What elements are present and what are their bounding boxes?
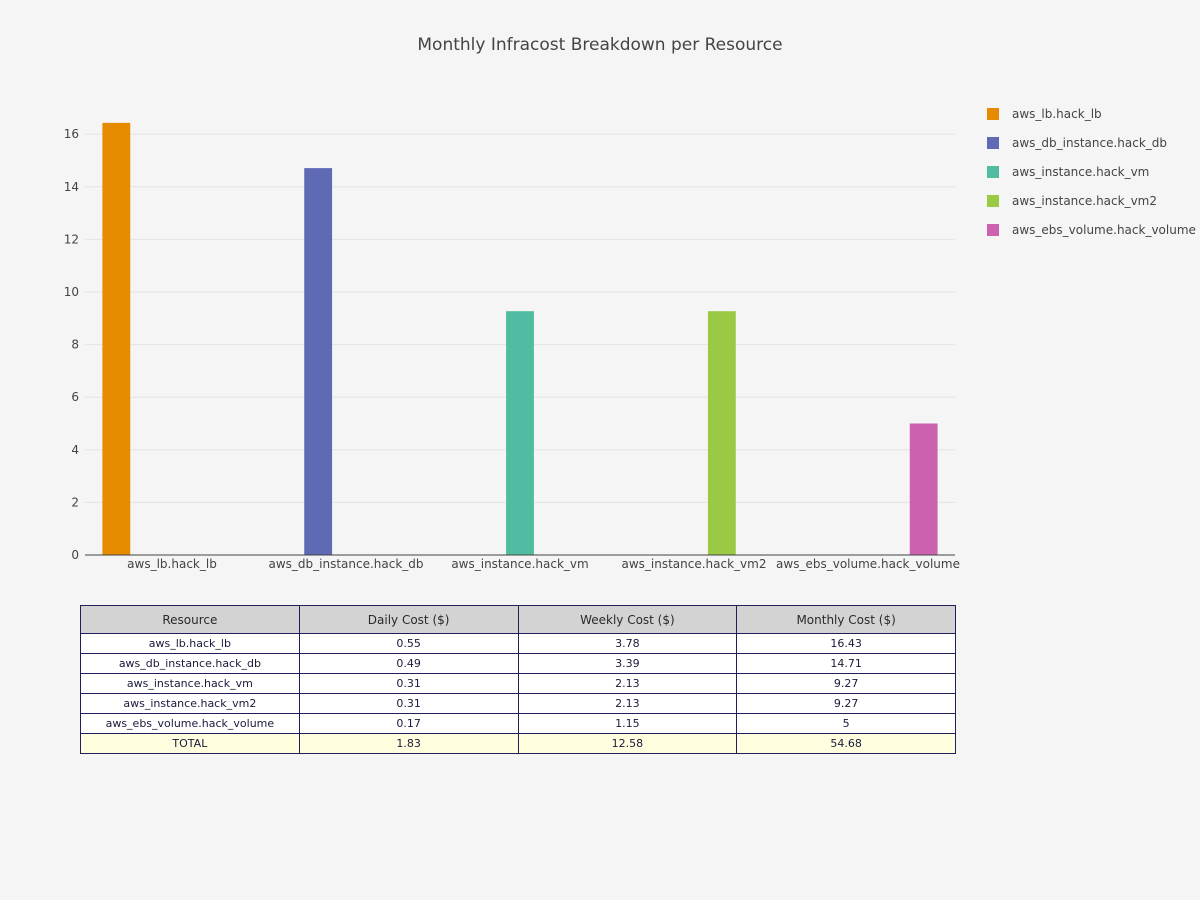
- cell-weekly-cost: 3.39: [517, 653, 738, 674]
- cell-daily-cost: 0.31: [298, 673, 519, 694]
- cell-monthly-cost: 9.27: [736, 673, 956, 694]
- cell-total-daily: 1.83: [298, 733, 519, 754]
- x-tick-label: aws_db_instance.hack_db: [268, 557, 423, 571]
- cell-monthly-cost: 9.27: [736, 693, 956, 714]
- bar: [304, 168, 333, 555]
- cell-resource: aws_lb.hack_lb: [80, 633, 300, 654]
- table-header-row: Resource Daily Cost ($) Weekly Cost ($) …: [80, 605, 956, 634]
- table-row: aws_ebs_volume.hack_volume 0.17 1.15 5: [80, 713, 956, 734]
- legend-swatch: [987, 195, 999, 207]
- x-tick-label: aws_instance.hack_vm: [451, 557, 588, 571]
- cell-monthly-cost: 5: [736, 713, 956, 734]
- cell-weekly-cost: 3.78: [517, 633, 738, 654]
- cell-resource: aws_instance.hack_vm2: [80, 693, 300, 714]
- cell-weekly-cost: 2.13: [517, 693, 738, 714]
- table-row: aws_instance.hack_vm 0.31 2.13 9.27: [80, 673, 956, 694]
- y-tick-labels: 0 2 4 6 8 10 12 14 16: [64, 127, 79, 562]
- cell-resource: aws_instance.hack_vm: [80, 673, 300, 694]
- chart-title: Monthly Infracost Breakdown per Resource: [417, 35, 782, 55]
- legend-swatch: [987, 137, 999, 149]
- cell-daily-cost: 0.31: [298, 693, 519, 714]
- cell-monthly-cost: 14.71: [736, 653, 956, 674]
- legend-label: aws_instance.hack_vm2: [1012, 194, 1157, 208]
- legend-label: aws_ebs_volume.hack_volume: [1012, 223, 1196, 237]
- cell-weekly-cost: 1.15: [517, 713, 738, 734]
- cell-total-label: TOTAL: [80, 733, 300, 754]
- bar: [506, 311, 534, 555]
- table-total-row: TOTAL 1.83 12.58 54.68: [80, 733, 956, 754]
- y-tick-label: 6: [71, 390, 79, 404]
- legend: aws_lb.hack_lb aws_db_instance.hack_dbaws…: [987, 107, 1196, 237]
- cell-total-monthly: 54.68: [736, 733, 956, 754]
- legend-label: aws_db_instance.hack_db: [1012, 136, 1167, 150]
- cost-table: Resource Daily Cost ($) Weekly Cost ($) …: [80, 605, 956, 754]
- y-tick-label: 12: [64, 232, 79, 246]
- x-tick-label: aws_ebs_volume.hack_volume: [776, 557, 960, 571]
- y-tick-label: 2: [71, 495, 79, 509]
- x-tick-labels: aws_lb.hack_lb aws_db_instance.hack_db aws…: [127, 557, 960, 571]
- header-resource: Resource: [80, 605, 300, 634]
- table-row: aws_db_instance.hack_db 0.49 3.39 14.71: [80, 653, 956, 674]
- cell-daily-cost: 0.17: [298, 713, 519, 734]
- y-tick-label: 14: [64, 180, 79, 194]
- x-tick-label: aws_lb.hack_lb: [127, 557, 217, 571]
- legend-label: aws_lb.hack_lb: [1012, 107, 1102, 121]
- cell-monthly-cost: 16.43: [736, 633, 956, 654]
- table-row: aws_lb.hack_lb 0.55 3.78 16.43: [80, 633, 956, 654]
- y-tick-label: 16: [64, 127, 79, 141]
- header-daily-cost: Daily Cost ($): [298, 605, 519, 634]
- cost-bar-chart: Monthly Infracost Breakdown per Resource…: [64, 35, 1196, 571]
- legend-swatch: [987, 108, 999, 120]
- cell-weekly-cost: 2.13: [517, 673, 738, 694]
- y-tick-label: 10: [64, 285, 79, 299]
- header-weekly-cost: Weekly Cost ($): [517, 605, 738, 634]
- cell-daily-cost: 0.49: [298, 653, 519, 674]
- bars: [102, 122, 938, 555]
- bar: [909, 423, 938, 555]
- cell-resource: aws_ebs_volume.hack_volume: [80, 713, 300, 734]
- legend-swatch: [987, 166, 999, 178]
- y-tick-label: 0: [71, 548, 79, 562]
- cell-total-weekly: 12.58: [517, 733, 738, 754]
- cell-daily-cost: 0.55: [298, 633, 519, 654]
- table-row: aws_instance.hack_vm2 0.31 2.13 9.27: [80, 693, 956, 714]
- y-tick-label: 4: [71, 443, 79, 457]
- cell-resource: aws_db_instance.hack_db: [80, 653, 300, 674]
- legend-label: aws_instance.hack_vm: [1012, 165, 1149, 179]
- bar: [707, 311, 736, 555]
- legend-swatch: [987, 224, 999, 236]
- y-tick-label: 8: [71, 338, 79, 352]
- bar: [102, 122, 131, 555]
- x-tick-label: aws_instance.hack_vm2: [621, 557, 766, 571]
- header-monthly-cost: Monthly Cost ($): [736, 605, 956, 634]
